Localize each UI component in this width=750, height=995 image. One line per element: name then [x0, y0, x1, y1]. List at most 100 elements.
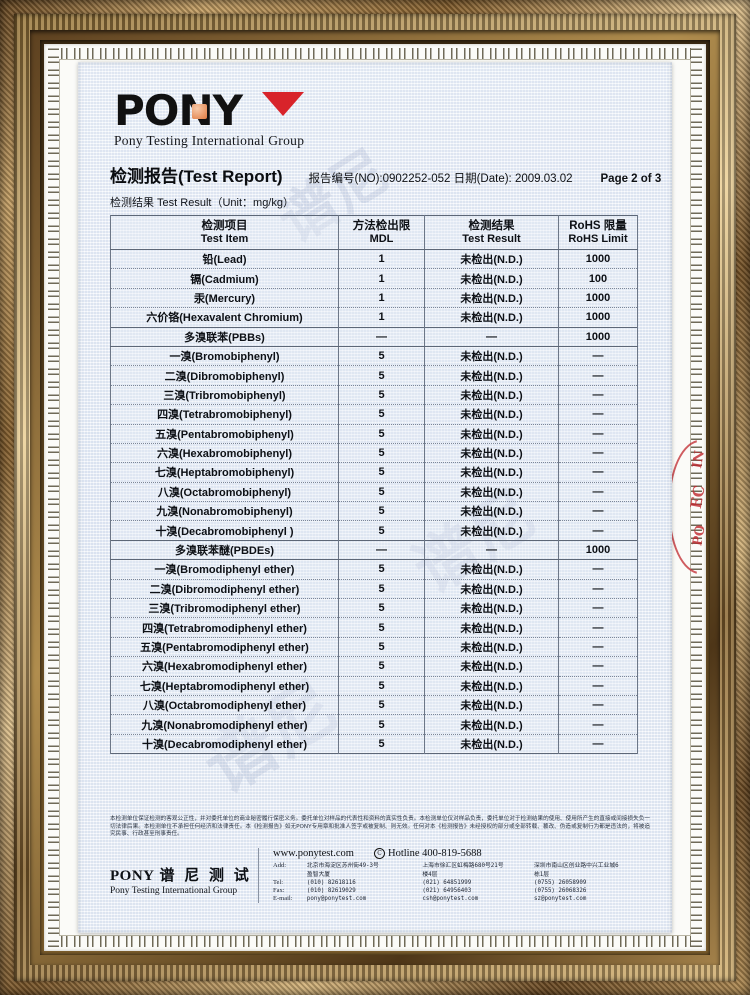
mdl-cell: 5 — [338, 598, 425, 619]
contact-email[interactable]: pony@ponytest.com — [306, 896, 367, 903]
mdl-cell: 5 — [338, 501, 425, 522]
rohs-limit-cell: — — [558, 345, 638, 367]
contact-fax: (021) 64956403 — [422, 887, 472, 894]
test-result-cell: 未检出(N.D.) — [424, 501, 559, 522]
rohs-limit-cell: 1000 — [558, 248, 638, 270]
test-result-cell: 未检出(N.D.) — [424, 345, 559, 367]
logo-red-triangle-icon — [262, 92, 304, 116]
table-row: 四溴(Tetrabromobiphenyl) 5 未检出(N.D.) — — [110, 404, 638, 425]
table-row: 八溴(Octabromodiphenyl ether) 5 未检出(N.D.) — — [110, 694, 638, 716]
rohs-limit-cell: — — [558, 384, 638, 406]
test-result-cell: 未检出(N.D.) — [424, 714, 559, 735]
rohs-limit-cell: 1000 — [558, 307, 638, 328]
mdl-cell: — — [338, 326, 425, 347]
mdl-cell: 1 — [338, 287, 425, 309]
pony-logo: PONY Pony Testing International Group — [114, 90, 652, 149]
mdl-cell: 5 — [338, 404, 425, 425]
footer-logo-en: PONY — [110, 868, 155, 885]
rohs-limit-cell: — — [558, 598, 638, 619]
office-contact-table: Add: 北京市海淀区苏州街49-3号 盈智大厦 上海市徐汇区虹梅路680号21号 楼4… — [273, 862, 652, 903]
table-row: 四溴(Tetrabromodiphenyl ether) 5 未检出(N.D.) — — [110, 617, 638, 638]
test-item-cell: 铅(Lead) — [110, 248, 339, 270]
phone-circle-icon: C — [373, 848, 385, 860]
contact-email[interactable]: csh@ponytest.com — [422, 896, 479, 903]
test-item-cell: 多溴联苯醚(PBDEs) — [110, 539, 339, 561]
test-item-cell: 二溴(Dibromobiphenyl) — [110, 365, 339, 386]
pony-logo-subtitle: Pony Testing International Group — [114, 133, 305, 148]
mdl-cell: 5 — [338, 481, 425, 503]
mdl-cell: 5 — [338, 520, 425, 541]
table-row: 多溴联苯(PBBs) — —1000 — [110, 326, 638, 347]
contact-fax: (0755) 26068326 — [533, 887, 587, 894]
table-row: 十溴(Decabromodiphenyl ether) 5 未检出(N.D.) — — [110, 733, 638, 755]
test-result-cell: 未检出(N.D.) — [424, 365, 559, 386]
test-item-cell: 一溴(Bromodiphenyl ether) — [110, 559, 339, 580]
mdl-cell: 5 — [338, 617, 425, 638]
column-header-test-item: 检测项目 Test Item — [110, 215, 339, 250]
test-item-cell: 九溴(Nonabromodiphenyl ether) — [110, 714, 339, 735]
mdl-cell: 5 — [338, 423, 425, 444]
rohs-limit-cell: — — [558, 423, 638, 444]
test-result-cell: 未检出(N.D.) — [424, 598, 559, 619]
table-header-row: 检测项目 Test Item 方法检出限 MDL 检测结果 Test Resul… — [110, 215, 638, 250]
test-item-cell: 五溴(Pentabromobiphenyl) — [110, 423, 339, 444]
table-row: 五溴(Pentabromodiphenyl ether) 5 未检出(N.D.) — — [110, 636, 638, 658]
table-row: 多溴联苯醚(PBDEs) — —1000 — [110, 539, 638, 561]
test-item-cell: 一溴(Bromobiphenyl) — [110, 345, 339, 367]
test-result-cell: 未检出(N.D.) — [424, 694, 559, 716]
test-item-cell: 四溴(Tetrabromodiphenyl ether) — [110, 617, 339, 638]
pony-logo-mark: PONY — [114, 90, 304, 132]
contact-email[interactable]: sz@ponytest.com — [533, 896, 587, 903]
test-item-cell: 多溴联苯(PBBs) — [110, 326, 339, 347]
rohs-limit-cell: — — [558, 578, 638, 600]
test-item-cell: 七溴(Heptabromodiphenyl ether) — [110, 675, 339, 696]
table-row: 汞(Mercury) 1 未检出(N.D.) 1000 — [110, 287, 638, 309]
table-row: 九溴(Nonabromobiphenyl) 5 未检出(N.D.) — — [110, 501, 638, 522]
page-indicator: Page 2 of 3 — [600, 173, 662, 185]
rohs-limit-cell: — — [558, 656, 638, 677]
test-result-cell: 未检出(N.D.) — [424, 462, 559, 483]
test-result-cell: 未检出(N.D.) — [424, 636, 559, 658]
table-row: 三溴(Tribromodiphenyl ether) 5 未检出(N.D.) — — [110, 598, 638, 619]
logo-orange-square-icon — [192, 104, 207, 119]
mdl-cell: — — [338, 539, 425, 561]
test-result-cell: 未检出(N.D.) — [424, 733, 559, 755]
test-item-cell: 六价铬(Hexavalent Chromium) — [110, 307, 339, 328]
test-item-cell: 七溴(Heptabromobiphenyl) — [110, 462, 339, 483]
test-item-cell: 八溴(Octabromobiphenyl) — [110, 481, 339, 503]
contact-row: E-mail: pony@ponytest.com csh@ponytest.com… — [273, 895, 652, 903]
test-result-cell: 未检出(N.D.) — [424, 442, 559, 464]
contact-tel: (021) 64851999 — [422, 879, 472, 886]
table-row: 六溴(Hexabromodiphenyl ether) 5 未检出(N.D.) — — [110, 656, 638, 677]
report-number-and-date: 报告编号(NO):0902252-052 日期(Date): 2009.03.0… — [308, 173, 573, 185]
hotline: C Hotline 400-819-5688 — [373, 848, 482, 860]
test-item-cell: 八溴(Octabromodiphenyl ether) — [110, 694, 339, 716]
mdl-cell: 5 — [338, 694, 425, 716]
table-row: 五溴(Pentabromobiphenyl) 5 未检出(N.D.) — — [110, 423, 638, 444]
contact-row: Fax: (010) 82619029 (021) 64956403 (0755) 2… — [273, 887, 652, 895]
contact-row: Tel: (010) 82618116 (021) 64851999 (0755) 2… — [273, 879, 652, 887]
contact-label: E-mail: — [273, 895, 293, 903]
rohs-limit-cell: 1000 — [558, 287, 638, 309]
rohs-limit-cell: — — [558, 462, 638, 483]
test-item-cell: 三溴(Tribromobiphenyl) — [110, 384, 339, 406]
mdl-cell: 5 — [338, 365, 425, 386]
contact-address: 北京市海淀区苏州街49-3号 盈智大厦 — [306, 863, 379, 878]
contact-row: Add: 北京市海淀区苏州街49-3号 盈智大厦 上海市徐汇区虹梅路680号21号 楼4… — [273, 862, 652, 878]
disclaimer-text: 本检测单位保证检测的客观公正性，并对委托单位的商业秘密履行保密义务。委托单位对样… — [110, 816, 650, 837]
document-footer: PONY 谱 尼 测 试 Pony Testing International G… — [110, 848, 652, 904]
test-result-cell: 未检出(N.D.) — [424, 559, 559, 580]
test-result-cell: 未检出(N.D.) — [424, 617, 559, 638]
footer-logo-block: PONY 谱 尼 测 试 Pony Testing International G… — [110, 848, 259, 904]
test-item-cell: 六溴(Hexabromobiphenyl) — [110, 442, 339, 464]
test-item-cell: 汞(Mercury) — [110, 287, 339, 309]
mdl-cell: 1 — [338, 307, 425, 328]
test-item-cell: 二溴(Dibromodiphenyl ether) — [110, 578, 339, 600]
rohs-limit-cell: — — [558, 442, 638, 464]
test-item-cell: 十溴(Decabromodiphenyl ether) — [110, 733, 339, 755]
test-item-cell: 镉(Cadmium) — [110, 268, 339, 289]
website-link[interactable]: www.ponytest.com — [273, 848, 354, 860]
rohs-limit-cell: — — [558, 520, 638, 541]
table-row: 六价铬(Hexavalent Chromium) 1 未检出(N.D.) 1000 — [110, 307, 638, 328]
table-row: 七溴(Heptabromodiphenyl ether) 5 未检出(N.D.) — — [110, 675, 638, 696]
